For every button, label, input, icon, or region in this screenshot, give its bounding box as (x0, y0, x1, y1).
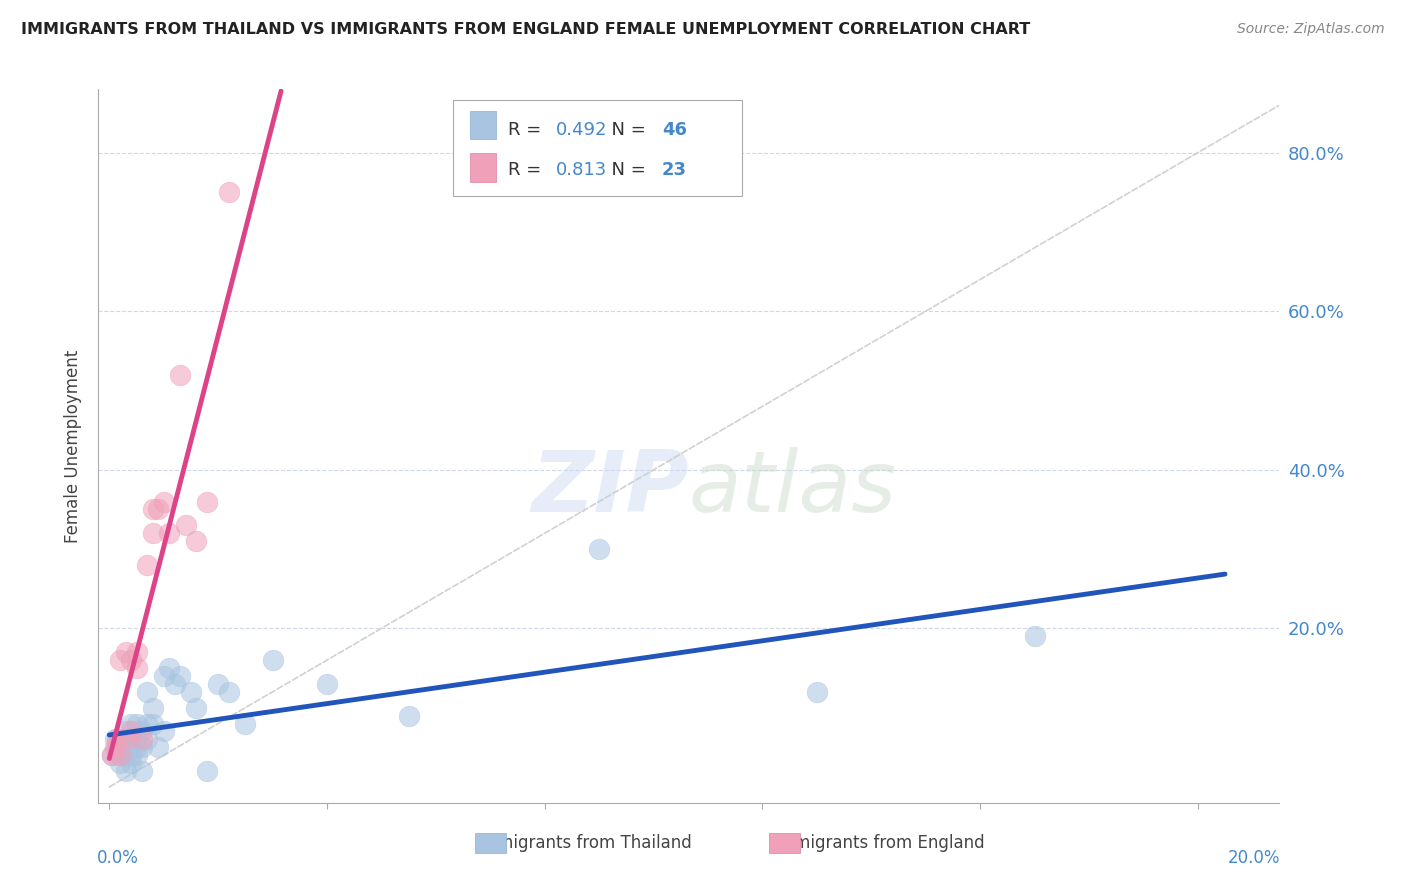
Point (125, 748, 148, 763)
Text: N =: N = (600, 161, 652, 179)
Point (157, 661, 180, 675)
Point (125, 661, 148, 675)
Point (114, 748, 136, 763)
Point (120, 756, 142, 771)
Point (157, 526, 180, 541)
Point (148, 502, 170, 516)
Point (117, 740, 139, 755)
Point (108, 653, 131, 667)
Point (114, 764, 136, 778)
Text: ZIP: ZIP (531, 447, 689, 531)
Point (125, 732, 148, 747)
Point (108, 748, 131, 763)
Point (136, 716, 159, 731)
Point (131, 724, 153, 739)
Point (114, 732, 136, 747)
Point (195, 764, 218, 778)
Point (142, 502, 165, 516)
Point (125, 716, 148, 731)
Point (316, 677, 339, 691)
Point (131, 764, 153, 778)
Point (120, 748, 142, 763)
Text: atlas: atlas (689, 447, 897, 531)
Bar (471, 111, 496, 139)
Point (186, 534, 208, 549)
Point (111, 740, 134, 755)
Text: 20.0%: 20.0% (1229, 849, 1281, 867)
Point (152, 724, 174, 739)
Point (131, 740, 153, 755)
Point (120, 732, 142, 747)
Y-axis label: Female Unemployment: Female Unemployment (65, 350, 83, 542)
Text: 0.492: 0.492 (555, 121, 607, 139)
Point (195, 494, 218, 508)
Point (174, 518, 197, 533)
Point (104, 740, 127, 755)
Point (806, 685, 828, 699)
Point (114, 645, 136, 659)
Point (163, 677, 186, 691)
Point (136, 558, 159, 572)
Point (235, 716, 257, 731)
Point (186, 700, 208, 714)
Point (108, 732, 131, 747)
Text: Source: ZipAtlas.com: Source: ZipAtlas.com (1237, 22, 1385, 37)
Text: 23: 23 (662, 161, 686, 179)
Point (588, 542, 610, 557)
Point (152, 494, 174, 508)
Text: 0.0%: 0.0% (97, 849, 139, 867)
Point (114, 740, 136, 755)
Point (398, 708, 420, 723)
Point (142, 526, 165, 541)
Text: 46: 46 (662, 121, 686, 139)
Point (148, 740, 170, 755)
Point (125, 740, 148, 755)
Point (120, 716, 142, 731)
Text: R =: R = (508, 161, 547, 179)
Text: IMMIGRANTS FROM THAILAND VS IMMIGRANTS FROM ENGLAND FEMALE UNEMPLOYMENT CORRELAT: IMMIGRANTS FROM THAILAND VS IMMIGRANTS F… (21, 22, 1031, 37)
Point (108, 748, 131, 763)
Text: Immigrants from England: Immigrants from England (773, 834, 984, 852)
Point (152, 669, 174, 683)
Point (136, 732, 159, 747)
Point (120, 724, 142, 739)
Point (107, 732, 129, 747)
Text: N =: N = (600, 121, 652, 139)
Point (101, 748, 124, 763)
Text: R =: R = (508, 121, 547, 139)
Point (218, 685, 240, 699)
Point (169, 669, 191, 683)
Point (180, 685, 202, 699)
Text: 0.813: 0.813 (555, 161, 607, 179)
FancyBboxPatch shape (453, 100, 742, 196)
Point (207, 677, 229, 691)
Point (107, 740, 129, 755)
Point (1024, 629, 1046, 643)
Point (120, 653, 142, 667)
Point (114, 724, 136, 739)
Point (136, 685, 159, 699)
Point (142, 700, 165, 714)
Point (131, 732, 153, 747)
Point (169, 368, 191, 382)
Point (125, 645, 148, 659)
Point (108, 756, 131, 771)
Point (262, 653, 284, 667)
Text: Immigrants from Thailand: Immigrants from Thailand (475, 834, 692, 852)
Point (218, 186, 240, 200)
Bar (471, 153, 496, 182)
Point (142, 716, 165, 731)
Point (104, 732, 127, 747)
Point (101, 748, 124, 763)
